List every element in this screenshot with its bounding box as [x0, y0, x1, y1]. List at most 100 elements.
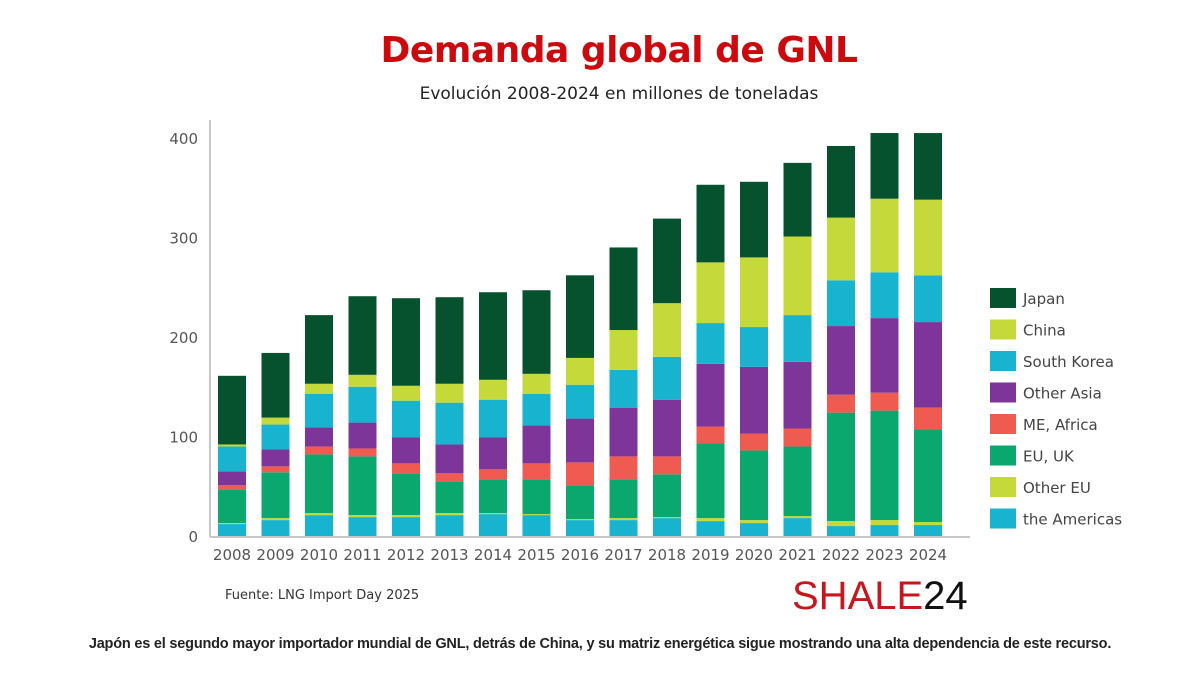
- bar-segment-south-korea-2024: [914, 275, 942, 323]
- bar-segment-china-2018: [653, 303, 681, 357]
- bar-segment-me-africa-2011: [348, 448, 377, 457]
- x-tick-label: 2023: [865, 546, 903, 564]
- bar-segment-china-2013: [435, 383, 464, 403]
- chart-title: Demanda global de GNL: [380, 30, 858, 71]
- bar-segment-other-asia-2013: [435, 444, 464, 474]
- bar-stack-2013: [435, 297, 464, 537]
- bar-stack-2015: [522, 290, 551, 537]
- bar-segment-other-asia-2008: [218, 471, 246, 486]
- legend-swatch: [990, 445, 1016, 466]
- bar-segment-china-2017: [609, 330, 638, 370]
- x-tick-label: 2012: [387, 546, 425, 564]
- bar-segment-other-eu-2024: [914, 522, 942, 526]
- legend-label: EU, UK: [1023, 448, 1075, 466]
- legend-swatch: [990, 382, 1016, 403]
- bar-segment-south-korea-2016: [566, 384, 594, 419]
- bar-segment-other-asia-2015: [522, 425, 551, 464]
- bar-segment-eu-uk-2010: [305, 454, 333, 514]
- bar-segment-other-asia-2019: [696, 363, 725, 427]
- y-tick-label: 100: [169, 429, 198, 447]
- x-tick-label: 2008: [213, 546, 251, 564]
- x-tick-label: 2013: [430, 546, 468, 564]
- bar-segment-china-2021: [783, 236, 812, 316]
- bar-segment-eu-uk-2011: [348, 456, 377, 516]
- bar-segment-me-africa-2022: [827, 394, 855, 413]
- bar-segment-other-eu-2015: [522, 514, 551, 516]
- x-tick-label: 2015: [517, 546, 555, 564]
- bar-segment-the-americas-2019: [696, 521, 725, 537]
- source-note: Fuente: LNG Import Day 2025: [225, 588, 420, 603]
- bar-segment-other-eu-2021: [783, 516, 812, 519]
- legend-item-south-korea: South Korea: [990, 351, 1114, 371]
- bar-segment-other-eu-2009: [261, 518, 290, 521]
- bar-segment-me-africa-2024: [914, 407, 942, 430]
- legend-label: China: [1023, 322, 1066, 340]
- bar-segment-china-2014: [479, 379, 507, 400]
- bar-segment-me-africa-2015: [522, 463, 551, 480]
- bar-segment-china-2024: [914, 199, 942, 276]
- bar-segment-me-africa-2014: [479, 469, 507, 480]
- bar-segment-south-korea-2012: [392, 400, 420, 438]
- logo-text-red: SHALE: [792, 574, 924, 618]
- bar-segment-the-americas-2023: [870, 525, 899, 537]
- bar-segment-eu-uk-2023: [870, 410, 899, 521]
- legend-item-china: China: [990, 319, 1066, 340]
- bar-segment-china-2011: [348, 374, 377, 387]
- bar-stack-2021: [783, 162, 812, 537]
- legend-swatch: [990, 508, 1016, 529]
- bar-segment-china-2015: [522, 373, 551, 394]
- bar-segment-japan-2016: [566, 275, 594, 358]
- legend-item-the-americas: the Americas: [990, 508, 1122, 529]
- bar-segment-other-asia-2012: [392, 437, 420, 464]
- bar-segment-other-eu-2014: [479, 513, 507, 515]
- legend-swatch: [990, 414, 1016, 434]
- legend-label: Other EU: [1023, 479, 1091, 497]
- legend-label: ME, Africa: [1023, 416, 1098, 434]
- bar-segment-eu-uk-2024: [914, 429, 942, 523]
- legend-item-me-africa: ME, Africa: [990, 414, 1098, 434]
- bar-segment-me-africa-2016: [566, 462, 594, 486]
- bar-segment-south-korea-2017: [609, 369, 638, 408]
- bar-stack-2009: [261, 352, 290, 537]
- bar-segment-me-africa-2017: [609, 456, 638, 480]
- bar-segment-china-2008: [218, 444, 246, 447]
- bar-segment-other-asia-2018: [653, 399, 681, 457]
- legend-label: the Americas: [1023, 511, 1122, 529]
- bar-segment-me-africa-2018: [653, 456, 681, 475]
- x-tick-label: 2022: [822, 546, 860, 564]
- bar-segment-the-americas-2020: [740, 523, 768, 537]
- bar-segment-the-americas-2014: [479, 514, 507, 537]
- legend-item-eu-uk: EU, UK: [990, 445, 1075, 466]
- legend-label: Other Asia: [1023, 385, 1102, 403]
- bar-segment-japan-2023: [870, 133, 899, 199]
- bar-segment-china-2009: [261, 417, 290, 425]
- bar-segment-the-americas-2009: [261, 520, 290, 537]
- bar-segment-me-africa-2009: [261, 466, 290, 473]
- bar-segment-other-asia-2009: [261, 449, 290, 467]
- bar-stack-2011: [348, 296, 377, 537]
- bar-segment-other-eu-2017: [609, 518, 638, 521]
- legend-swatch: [990, 319, 1016, 340]
- bar-segment-japan-2015: [522, 290, 551, 374]
- bar-segment-other-eu-2018: [653, 517, 681, 519]
- bar-segment-japan-2024: [914, 133, 942, 200]
- bar-stack-2016: [566, 275, 594, 537]
- bar-segment-japan-2009: [261, 352, 290, 418]
- bar-segment-other-asia-2017: [609, 407, 638, 457]
- bar-segment-other-eu-2012: [392, 515, 420, 518]
- bar-segment-china-2012: [392, 385, 420, 401]
- y-tick-label: 0: [188, 528, 198, 546]
- bar-segment-me-africa-2023: [870, 392, 899, 411]
- bar-segment-china-2023: [870, 198, 899, 273]
- bar-segment-other-eu-2013: [435, 513, 464, 516]
- x-tick-label: 2014: [474, 546, 512, 564]
- bar-segment-other-asia-2014: [479, 437, 507, 470]
- legend-item-other-asia: Other Asia: [990, 382, 1102, 403]
- bar-segment-japan-2008: [218, 375, 246, 445]
- bar-segment-china-2016: [566, 357, 594, 385]
- bar-stack-2019: [696, 184, 725, 537]
- bar-segment-south-korea-2009: [261, 424, 290, 450]
- bar-segment-other-eu-2010: [305, 513, 333, 516]
- bar-segment-the-americas-2022: [827, 526, 855, 537]
- bar-segment-japan-2011: [348, 296, 377, 375]
